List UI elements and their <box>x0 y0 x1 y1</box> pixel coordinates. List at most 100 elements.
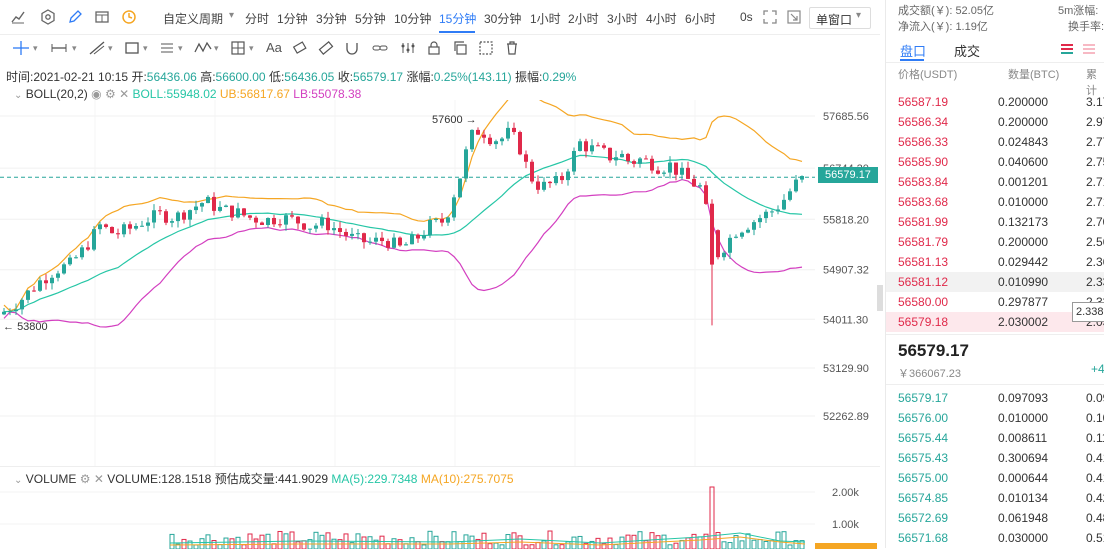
settings-icon[interactable] <box>40 9 56 25</box>
pencil-icon[interactable] <box>67 9 83 25</box>
period-option[interactable]: 1小时 <box>530 12 561 26</box>
period-option[interactable]: 30分钟 <box>484 12 522 26</box>
ask-row[interactable]: 56583.68 0.010000 2.71 <box>898 192 1104 212</box>
ask-row[interactable]: 56581.12 0.010990 2.33 <box>886 272 1104 292</box>
price-axis-label: 55818.20 <box>823 214 869 226</box>
last-price-cny: ￥366067.23 <box>898 368 961 380</box>
copy-icon[interactable] <box>452 40 468 59</box>
chevron-down-icon[interactable]: ▾ <box>72 43 77 53</box>
ask-row[interactable]: 56583.84 0.001201 2.71 <box>898 172 1104 192</box>
price-axis-label: 52262.89 <box>823 411 869 423</box>
hide-drawings-icon[interactable] <box>478 40 494 59</box>
crosshair-icon[interactable] <box>12 40 30 59</box>
volume-axis-label: 2.00k <box>832 487 859 499</box>
collapse-icon[interactable]: ⌄ <box>14 90 23 101</box>
period-option[interactable]: 6小时 <box>685 12 716 26</box>
text-tool-icon[interactable]: Aa <box>266 40 282 55</box>
close-icon[interactable]: ✕ <box>93 472 104 486</box>
volume-bar <box>541 540 547 549</box>
bid-row[interactable]: 56575.43 0.300694 0.41 <box>898 448 1104 468</box>
chevron-down-icon[interactable]: ▾ <box>214 43 219 53</box>
candle-body <box>344 231 348 236</box>
period-option[interactable]: 3小时 <box>607 12 638 26</box>
orderbook-asks-icon[interactable] <box>1082 42 1096 59</box>
lock-icon[interactable] <box>426 40 442 59</box>
bid-row[interactable]: 56572.69 0.061948 0.48 <box>898 508 1104 528</box>
candle-body <box>782 199 786 210</box>
volume-bar <box>607 537 613 549</box>
exit-fullscreen-icon[interactable] <box>786 9 802 25</box>
eye-icon[interactable]: ◉ <box>91 87 102 101</box>
period-option[interactable]: 1分钟 <box>277 12 308 26</box>
link-icon[interactable] <box>372 40 388 59</box>
chevron-down-icon[interactable]: ▾ <box>108 43 113 53</box>
tab-trades[interactable]: 成交 <box>954 44 981 59</box>
grid-tool-icon[interactable] <box>230 40 246 59</box>
order-total: 0.11 <box>1086 431 1104 445</box>
candle-body <box>752 222 756 230</box>
ask-row[interactable]: 56586.34 0.200000 2.97 <box>898 112 1104 132</box>
period-option[interactable]: 10分钟 <box>394 12 432 26</box>
trash-icon[interactable] <box>504 40 520 59</box>
rectangle-icon[interactable] <box>124 40 140 59</box>
fullscreen-icon[interactable] <box>762 9 778 25</box>
ask-row[interactable]: 56581.13 0.029442 2.36 <box>898 252 1104 272</box>
panel-resize-handle[interactable] <box>877 285 883 311</box>
horizontal-line-icon[interactable] <box>50 40 68 59</box>
close-icon[interactable]: ✕ <box>119 87 130 101</box>
candle-body <box>776 209 780 212</box>
magnet-icon[interactable] <box>344 40 360 59</box>
custom-period-select[interactable]: 自定义周期 <box>163 12 224 26</box>
clock-icon[interactable] <box>121 9 137 25</box>
period-option[interactable]: 15分钟 <box>439 12 477 26</box>
volume-bar <box>643 540 649 549</box>
amplitude-label: 振幅: <box>514 70 543 84</box>
candlestick-chart[interactable]: 57685.5656744.2055818.2054907.3254011.30… <box>0 100 880 466</box>
bid-row[interactable]: 56579.17 0.097093 0.09 <box>898 388 1104 408</box>
candle-body <box>692 178 696 187</box>
eraser-icon[interactable] <box>292 40 308 59</box>
chevron-down-icon[interactable]: ▾ <box>249 43 254 53</box>
layout-icon[interactable] <box>94 9 110 25</box>
trend-line-icon[interactable] <box>88 40 106 59</box>
bid-row[interactable]: 56574.85 0.010134 0.42 <box>898 488 1104 508</box>
window-mode-select[interactable]: 单窗口 ▾ <box>809 7 871 29</box>
chart-type-icon[interactable] <box>10 9 26 25</box>
boll-middle-band <box>3 154 803 313</box>
period-option[interactable]: 分时 <box>245 12 270 26</box>
ask-row[interactable]: 56585.90 0.040600 2.75 <box>898 152 1104 172</box>
volume-bar <box>703 533 709 549</box>
wave-icon[interactable] <box>194 40 212 59</box>
orderbook-both-icon[interactable] <box>1060 42 1074 59</box>
period-option[interactable]: 4小时 <box>646 12 677 26</box>
ruler-icon[interactable] <box>318 40 334 59</box>
settings-icon[interactable]: ⚙ <box>104 87 116 101</box>
period-option[interactable]: 2小时 <box>568 12 599 26</box>
bid-row[interactable]: 56571.68 0.030000 0.51 <box>898 528 1104 548</box>
ask-row[interactable]: 56587.19 0.200000 3.17 <box>898 92 1104 112</box>
chevron-down-icon[interactable]: ▾ <box>229 10 235 21</box>
fibonacci-icon[interactable] <box>159 40 175 59</box>
ask-row[interactable]: 56586.33 0.024843 2.77 <box>898 132 1104 152</box>
bid-row[interactable]: 56576.00 0.010000 0.10 <box>898 408 1104 428</box>
collapse-icon[interactable]: ⌄ <box>14 475 23 486</box>
period-option[interactable]: 3分钟 <box>316 12 347 26</box>
volume-bar <box>535 541 541 549</box>
settings-icon[interactable]: ⚙ <box>79 472 91 486</box>
volume-bar <box>691 533 697 549</box>
volume-bar <box>493 542 499 549</box>
ask-row[interactable]: 56581.79 0.200000 2.56 <box>898 232 1104 252</box>
tab-orderbook[interactable]: 盘口 <box>900 44 927 59</box>
period-option[interactable]: 5分钟 <box>355 12 386 26</box>
ask-row[interactable]: 56581.99 0.132173 2.70 <box>898 212 1104 232</box>
order-amount: 0.200000 <box>998 235 1049 249</box>
chevron-down-icon: ▾ <box>856 10 862 21</box>
bid-row[interactable]: 56575.00 0.000644 0.41 <box>898 468 1104 488</box>
bid-row[interactable]: 56575.44 0.008611 0.11 <box>898 428 1104 448</box>
chevron-down-icon[interactable]: ▾ <box>143 43 148 53</box>
multi-tool-icon[interactable] <box>400 40 416 59</box>
chevron-down-icon[interactable]: ▾ <box>178 43 183 53</box>
chevron-down-icon[interactable]: ▾ <box>33 43 38 53</box>
volume-bar <box>367 536 373 549</box>
header-price: 价格(USDT) <box>898 69 958 81</box>
